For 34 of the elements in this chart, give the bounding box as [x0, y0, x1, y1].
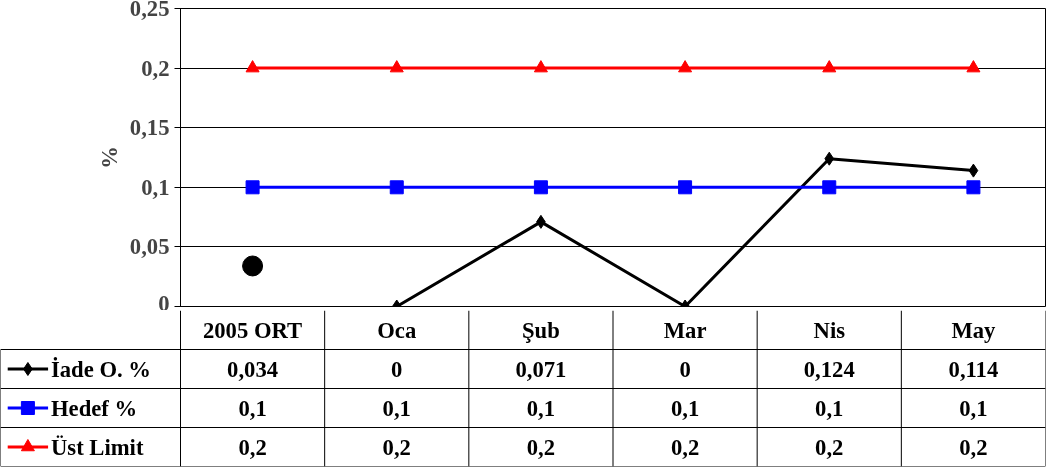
data-label: 0,1	[670, 395, 700, 421]
x-tick-label: Mar	[663, 317, 707, 343]
x-tick-label: May	[951, 317, 997, 343]
data-label: 0,1	[238, 395, 267, 421]
y-axis-title: %	[96, 146, 122, 169]
y-tick-label: 0,1	[141, 174, 170, 200]
x-tick-label: 2005 ORT	[202, 317, 303, 343]
legend-label: Hedef %	[50, 395, 138, 421]
data-label: 0,1	[815, 395, 844, 421]
data-label: 0,1	[526, 395, 556, 421]
data-label: 0,071	[515, 356, 567, 382]
data-label: 0,1	[959, 395, 988, 421]
x-tick-label: Şub	[522, 317, 560, 343]
data-label: 0,124	[803, 356, 855, 382]
data-label: 0,2	[670, 434, 700, 460]
data-label: 0,2	[959, 434, 988, 460]
y-tick-label: 0	[158, 290, 170, 316]
data-label: 0,2	[815, 434, 844, 460]
legend-label: Üst Limit	[50, 434, 144, 460]
x-tick-label: Oca	[377, 317, 417, 343]
data-label: 0	[679, 356, 691, 382]
data-label: 0,2	[382, 434, 411, 460]
y-tick-label: 0,05	[129, 234, 170, 260]
y-tick-label: 0,25	[129, 0, 170, 21]
data-label: 0	[391, 356, 403, 382]
text: 0,034	[227, 356, 279, 382]
data-label: 0,114	[948, 356, 999, 382]
legend-label: İade O. %	[50, 356, 152, 382]
x-tick-label: Nis	[813, 317, 846, 343]
data-label: 0,2	[238, 434, 267, 460]
y-tick-label: 0,2	[141, 55, 170, 81]
data-label: 0,2	[526, 434, 556, 460]
y-tick-label: 0,15	[129, 115, 170, 141]
data-label: 0,1	[382, 395, 411, 421]
